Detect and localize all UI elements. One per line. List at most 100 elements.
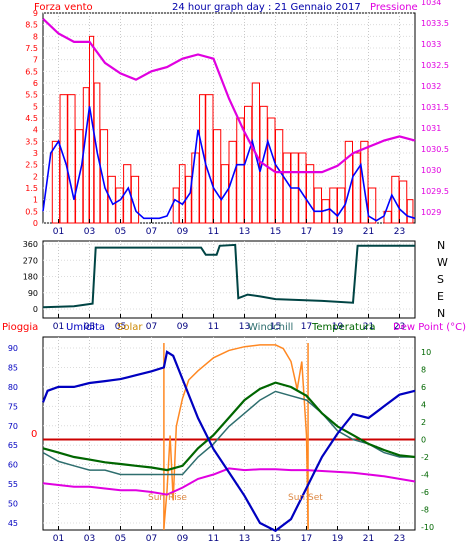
direction-tick-label: 90 (28, 289, 38, 298)
pressure-tick-label: 1030.5 (421, 145, 449, 154)
wind-tick-label: 7 (33, 56, 38, 65)
x-tick-label: 07 (146, 227, 157, 237)
x-tick-label: 09 (177, 227, 189, 237)
wind-tick-label: 1.5 (25, 184, 38, 193)
temperature-tick-label: -4 (421, 471, 429, 480)
sun-set-label: Sun Set (288, 493, 323, 503)
windchill-line (42, 390, 415, 476)
x-tick-label: 11 (208, 227, 219, 237)
humidity-tick-label: 50 (8, 500, 18, 509)
wind-axis-label: Forza vento (34, 2, 93, 13)
compass-label: N (437, 307, 445, 320)
x-tick-label: 21 (363, 322, 374, 332)
x-tick-label: 23 (394, 227, 405, 237)
humidity-tick-label: 80 (8, 383, 18, 392)
temperature-tick-label: -10 (421, 523, 434, 532)
x-tick-label: 13 (239, 322, 250, 332)
pressure-tick-label: 1033 (421, 40, 441, 49)
wind-tick-label: 6 (33, 79, 38, 88)
compass-label: S (437, 273, 444, 286)
pressure-tick-label: 1031 (421, 124, 441, 133)
temperature-tick-label: 6 (421, 383, 426, 392)
wind-tick-label: 4.5 (25, 114, 38, 123)
x-tick-label: 19 (332, 322, 344, 332)
graph-title: 24 hour graph day : 21 Gennaio 2017 (172, 2, 361, 13)
x-tick-label: 01 (53, 534, 64, 544)
pressure-axis-label: Pressione (370, 2, 418, 13)
direction-tick-label: 0 (33, 305, 38, 314)
legend-label: Dew Point (°C) (393, 322, 466, 333)
temperature-tick-label: 10 (421, 348, 431, 357)
legend-label: Windchill (248, 322, 293, 333)
direction-tick-label: 360 (23, 240, 38, 249)
x-tick-label: 09 (177, 534, 189, 544)
wind-bar (368, 187, 377, 224)
direction-tick-label: 270 (23, 256, 38, 265)
humidity-tick-label: 60 (8, 461, 18, 470)
humidity-tick-label: 70 (8, 422, 18, 431)
legend-label: Solar (117, 322, 143, 333)
temperature-tick-label: 2 (421, 418, 426, 427)
x-tick-label: 15 (270, 534, 281, 544)
wind-tick-label: 9 (33, 9, 38, 18)
rain-zero-label: 0 (31, 429, 37, 440)
gust-line (42, 106, 416, 222)
x-tick-label: 21 (363, 534, 374, 544)
humidity-tick-label: 90 (8, 344, 18, 353)
wind-tick-label: 6.5 (25, 67, 38, 76)
x-tick-label: 23 (394, 534, 405, 544)
x-tick-label: 17 (301, 534, 312, 544)
humidity-tick-label: 85 (8, 363, 18, 372)
x-tick-label: 03 (84, 322, 95, 332)
bottom-plot-frame (42, 336, 416, 531)
pressure-tick-label: 1034 (421, 0, 441, 7)
legend-label: Umidita (66, 322, 105, 333)
wind-tick-label: 2 (33, 172, 38, 181)
x-tick-label: 11 (208, 322, 219, 332)
wind-tick-label: 3.5 (25, 137, 38, 146)
wind-bar (399, 180, 408, 224)
pressure-tick-label: 1031.5 (421, 103, 449, 112)
wind-tick-label: 5.5 (25, 91, 38, 100)
pressure-tick-label: 1029 (421, 208, 441, 217)
x-tick-label: 05 (115, 227, 126, 237)
temperature-line (42, 381, 416, 472)
legend-label: Pioggia (2, 322, 38, 333)
legend-label: Temperatura (311, 322, 376, 333)
x-tick-label: 01 (53, 322, 64, 332)
x-tick-label: 15 (270, 322, 281, 332)
wind-direction-line (42, 243, 415, 309)
humidity-tick-label: 55 (8, 480, 18, 489)
compass-label: N (437, 239, 445, 252)
compass-label: W (437, 256, 448, 269)
wind-tick-label: 5 (33, 102, 38, 111)
x-tick-label: 05 (115, 534, 126, 544)
sun-rise-label: Sun Rise (148, 493, 187, 503)
direction-plot-frame (42, 240, 416, 319)
x-tick-label: 01 (53, 227, 64, 237)
humidity-tick-label: 75 (8, 402, 18, 411)
temperature-tick-label: -6 (421, 488, 429, 497)
pressure-line (42, 18, 416, 174)
pressure-tick-label: 1029.5 (421, 187, 449, 196)
x-tick-label: 13 (239, 227, 250, 237)
wind-tick-label: 1 (33, 196, 38, 205)
pressure-tick-label: 1032 (421, 82, 441, 91)
wind-tick-label: 8 (33, 32, 38, 41)
x-tick-label: 19 (332, 227, 344, 237)
wind-tick-label: 0 (33, 219, 38, 228)
temperature-tick-label: 8 (421, 366, 426, 375)
wind-tick-label: 7.5 (25, 44, 38, 53)
x-tick-label: 23 (394, 322, 405, 332)
x-tick-label: 19 (332, 534, 344, 544)
direction-tick-label: 180 (23, 273, 38, 282)
humidity-line (41, 350, 416, 533)
wind-tick-label: 2.5 (25, 161, 38, 170)
wind-tick-label: 8.5 (25, 21, 38, 30)
x-tick-label: 07 (146, 534, 157, 544)
x-tick-label: 17 (301, 227, 312, 237)
wind-tick-label: 0.5 (25, 207, 38, 216)
x-tick-label: 07 (146, 322, 157, 332)
